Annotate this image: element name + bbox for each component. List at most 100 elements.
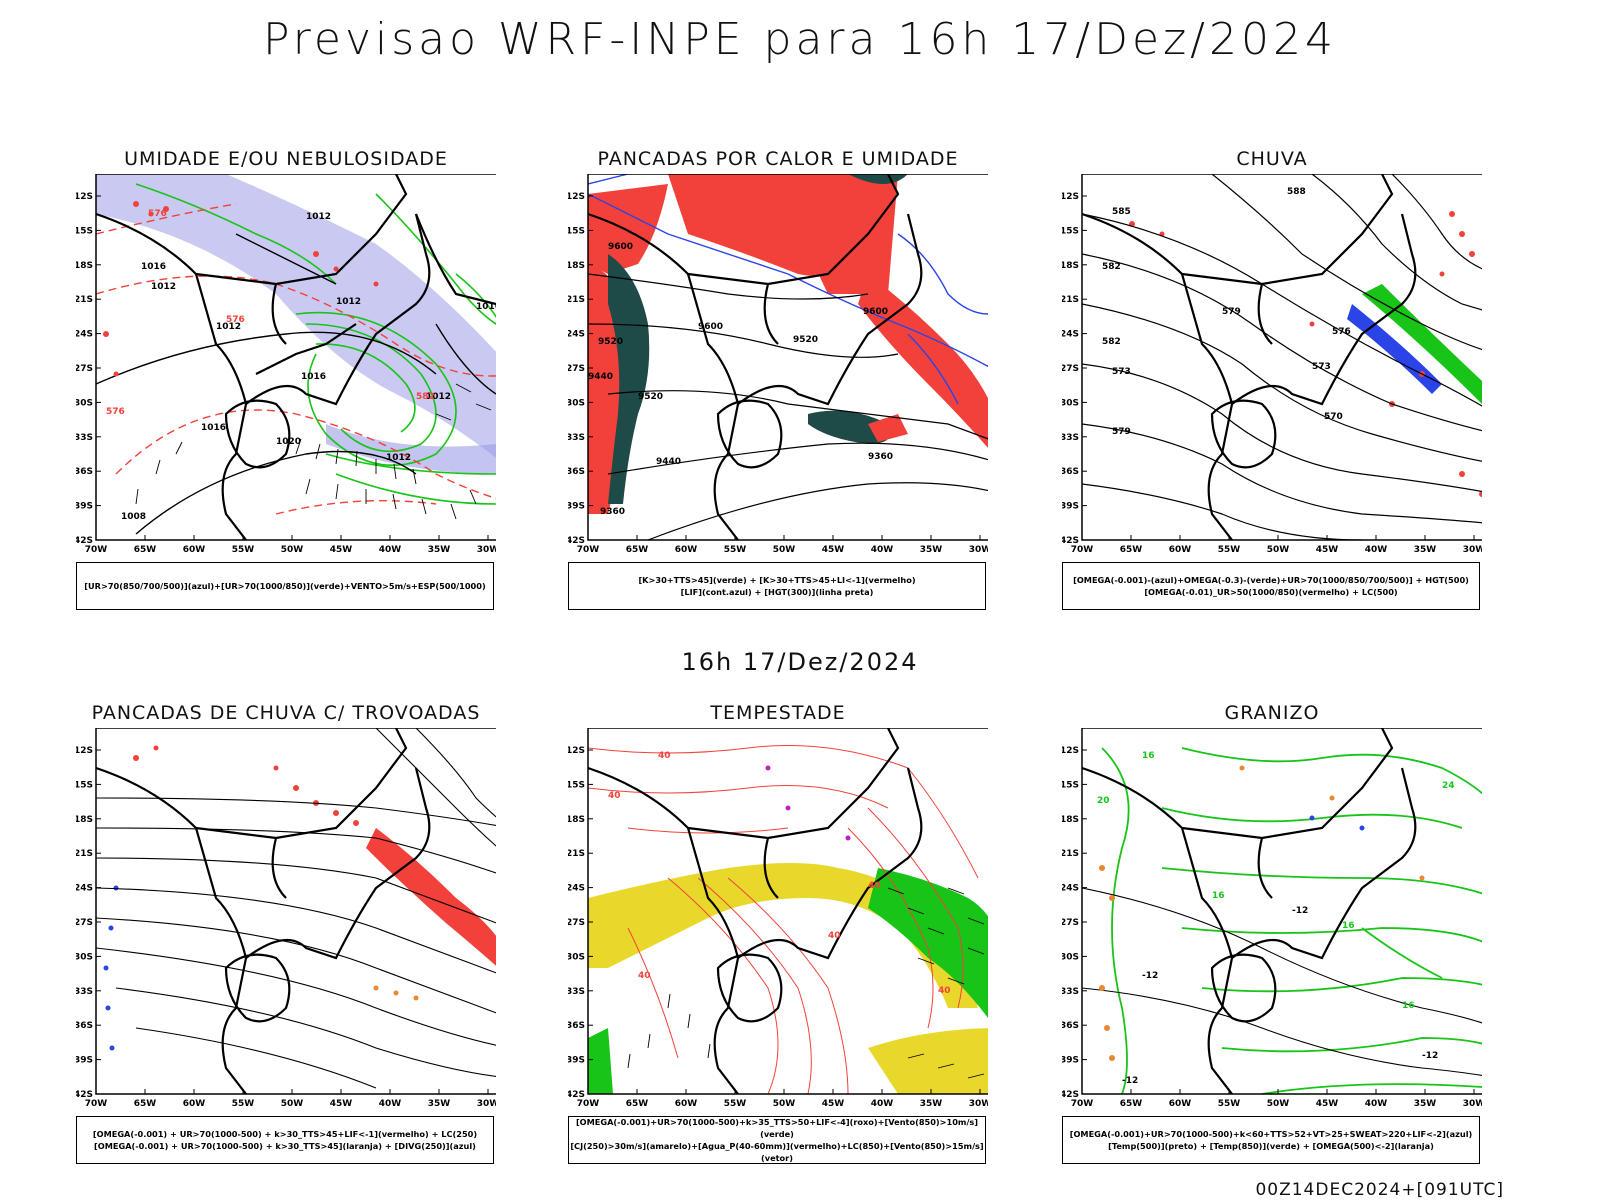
hgt-contours bbox=[588, 273, 988, 540]
contour-label: 9600 bbox=[698, 322, 723, 332]
country-borders bbox=[1082, 174, 1417, 540]
contour-label: 1012 bbox=[336, 297, 361, 307]
lat-tick-label: 12S bbox=[568, 746, 585, 756]
contour-label: -12 bbox=[1292, 906, 1308, 916]
lat-tick-label: 15S bbox=[568, 226, 585, 236]
contour-label: 9440 bbox=[656, 457, 681, 467]
contour-label: 1016 bbox=[141, 262, 166, 272]
contour-label: 1020 bbox=[276, 437, 301, 447]
thickness-label: 576 bbox=[148, 209, 167, 219]
map-frame bbox=[95, 174, 496, 541]
lon-tick-label: 50W bbox=[281, 1099, 304, 1109]
contour-label: 9360 bbox=[600, 507, 625, 517]
wind-green-area bbox=[868, 868, 988, 1018]
lat-tick-label: 12S bbox=[1062, 746, 1079, 756]
lon-tick-label: 65W bbox=[626, 545, 649, 555]
contour-label: 16 bbox=[1342, 921, 1355, 931]
thickness-label: 576 bbox=[106, 407, 125, 417]
panel-title: UMIDADE E/OU NEBULOSIDADE bbox=[124, 148, 448, 170]
lat-tick-label: 21S bbox=[76, 849, 93, 859]
contour-label: 20 bbox=[1097, 796, 1110, 806]
lon-tick-label: 45W bbox=[1316, 1099, 1339, 1109]
panel-title: TEMPESTADE bbox=[710, 702, 846, 724]
panel-legend: [OMEGA(-0.001)+UR>70(1000-500)+k>35_TTS>… bbox=[568, 1116, 986, 1164]
legend-line: [CJ(250)>30m/s](amarelo)+[Agua_P(40-60mm… bbox=[570, 1141, 984, 1163]
lat-tick-label: 12S bbox=[76, 746, 93, 756]
humidity-lavender-band-south bbox=[326, 424, 496, 474]
lat-tick-label: 24S bbox=[568, 330, 585, 340]
red-area-central bbox=[768, 174, 898, 294]
legend-line: [LIF](cont.azul) + [HGT(300)](linha pret… bbox=[680, 587, 874, 597]
legend-line: [OMEGA(-0.001)-(azul)+OMEGA(-0.3)-(verde… bbox=[1073, 575, 1469, 585]
lat-tick-label: 42S bbox=[568, 1090, 585, 1100]
lat-tick-label: 21S bbox=[1062, 295, 1079, 305]
lat-tick-label: 39S bbox=[76, 1056, 93, 1066]
lon-tick-label: 55W bbox=[1218, 1099, 1241, 1109]
contour-label: 1008 bbox=[121, 512, 146, 522]
lon-tick-label: 35W bbox=[1414, 545, 1437, 555]
red-scatter bbox=[1129, 211, 1482, 497]
temp850-contours bbox=[1101, 747, 1482, 1094]
panel-trovoadas: PANCADAS DE CHUVA C/ TROVOADAS bbox=[76, 702, 496, 1164]
humidity-lavender-band bbox=[96, 174, 496, 458]
wind-vectors bbox=[135, 383, 492, 520]
lon-tick-label: 65W bbox=[626, 1099, 649, 1109]
lat-tick-label: 15S bbox=[76, 226, 93, 236]
contour-label: 1016 bbox=[201, 423, 226, 433]
map-chuva: 588 585 582 579 576 573 570 579 573 582 … bbox=[1062, 174, 1482, 555]
lon-tick-label: 45W bbox=[1316, 545, 1339, 555]
lat-tick-label: 24S bbox=[76, 884, 93, 894]
contour-label: 1012 bbox=[386, 453, 411, 463]
blue-scatter bbox=[1309, 815, 1365, 831]
lon-tick-label: 55W bbox=[232, 1099, 255, 1109]
panel-pancadas-calor: PANCADAS POR CALOR E UMIDADE bbox=[568, 148, 988, 610]
lon-tick-label: 50W bbox=[1267, 1099, 1290, 1109]
panel-legend: [OMEGA(-0.001)+UR>70(1000-500)+k<60+TTS>… bbox=[1062, 1116, 1480, 1164]
lat-tick-label: 36S bbox=[76, 467, 93, 477]
contour-label: 582 bbox=[1102, 337, 1121, 347]
contour-label: 16 bbox=[1212, 891, 1225, 901]
lon-tick-label: 60W bbox=[1169, 545, 1192, 555]
orange-scatter bbox=[373, 985, 419, 1001]
lat-tick-label: 18S bbox=[1062, 261, 1079, 271]
contour-label: 9440 bbox=[588, 372, 613, 382]
lat-tick-label: 15S bbox=[76, 780, 93, 790]
country-borders bbox=[96, 174, 496, 540]
lon-tick-label: 60W bbox=[1169, 1099, 1192, 1109]
lat-tick-label: 27S bbox=[568, 364, 585, 374]
contour-label: 588 bbox=[1287, 187, 1306, 197]
lat-tick-label: 39S bbox=[76, 502, 93, 512]
contour-label: 1012 bbox=[306, 212, 331, 222]
map-umidade: 1012 1016 1012 1012 1012 1016 1012 1016 … bbox=[76, 174, 496, 555]
lon-tick-label: 60W bbox=[675, 1099, 698, 1109]
lon-tick-label: 40W bbox=[379, 1099, 402, 1109]
thickness-label: 582 bbox=[416, 392, 435, 402]
lat-tick-label: 33S bbox=[76, 987, 93, 997]
panel-title: GRANIZO bbox=[1224, 702, 1320, 724]
lat-tick-label: 39S bbox=[568, 1056, 585, 1066]
lon-tick-label: 55W bbox=[1218, 545, 1241, 555]
green-contours bbox=[135, 183, 496, 505]
lon-tick-label: 30W bbox=[969, 1099, 988, 1109]
contour-label: 40 bbox=[608, 791, 621, 801]
jet-yellow-band-south bbox=[868, 1028, 988, 1094]
lat-tick-label: 18S bbox=[1062, 815, 1079, 825]
lon-tick-label: 35W bbox=[920, 545, 943, 555]
lat-tick-label: 36S bbox=[76, 1021, 93, 1031]
contour-label: 40 bbox=[938, 986, 951, 996]
map-tempestade: 40 40 40 40 40 40 12S 15S 18S 21S 24S 27S 30S 3… bbox=[568, 728, 988, 1109]
lat-tick-label: 12S bbox=[568, 192, 585, 202]
lon-tick-label: 30W bbox=[477, 1099, 496, 1109]
lon-tick-label: 70W bbox=[577, 545, 600, 555]
lon-tick-label: 60W bbox=[675, 545, 698, 555]
country-borders bbox=[588, 728, 923, 1094]
lon-tick-label: 55W bbox=[724, 545, 747, 555]
lon-tick-label: 35W bbox=[1414, 1099, 1437, 1109]
streamlines bbox=[1082, 174, 1482, 540]
contour-label: 9600 bbox=[863, 307, 888, 317]
lon-tick-label: 30W bbox=[1463, 545, 1482, 555]
lat-tick-label: 42S bbox=[76, 1090, 93, 1100]
